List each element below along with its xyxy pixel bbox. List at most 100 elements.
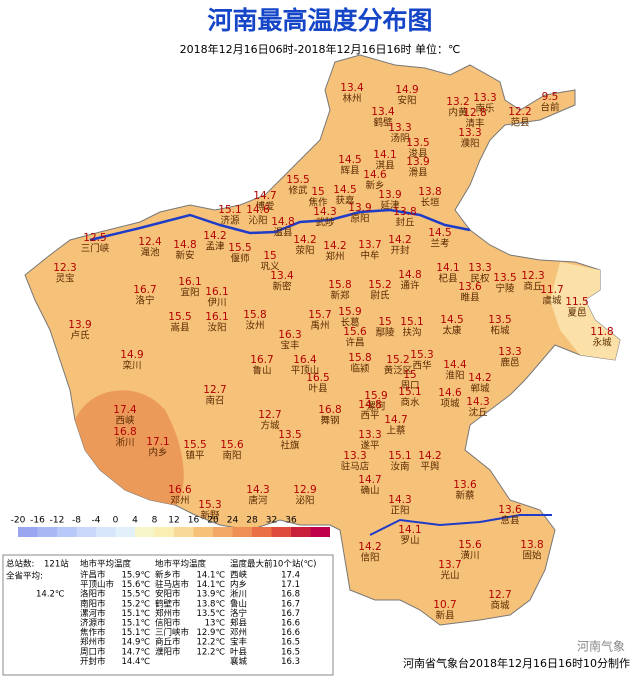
row-value: 15.5℃ [122, 590, 151, 600]
station-value: 15.5 [286, 174, 309, 186]
station-value: 14.8 [173, 239, 196, 251]
legend-swatch [174, 527, 194, 537]
station-name: 项城 [440, 399, 460, 410]
station-value: 13.7 [438, 559, 461, 571]
station-name: 泌阳 [295, 495, 314, 507]
cool-region [550, 262, 620, 360]
station-name: 平顶山 [291, 366, 320, 377]
row-value: 15.6℃ [122, 580, 151, 590]
row-value: 17.4 [281, 571, 300, 581]
station-value: 14.7 [253, 190, 276, 202]
station-name: 获嘉 [335, 195, 354, 207]
station-name: 南阳 [222, 450, 241, 462]
station-name: 南乐 [475, 103, 495, 115]
summary-box [2, 554, 334, 676]
station-name: 驻马店 [341, 461, 370, 473]
legend-tick-label: 0 [113, 516, 119, 526]
station-value: 15.8 [328, 279, 351, 291]
station-value: 14.9 [120, 349, 143, 361]
station-name: 杞县 [438, 273, 457, 285]
station-value: 12.5 [83, 232, 106, 244]
station-value: 16.3 [278, 329, 301, 341]
column-header: 地市平均温度 [155, 559, 207, 570]
station-name: 尉氏 [370, 290, 390, 302]
station-name: 淇县 [375, 161, 394, 172]
station-name: 汝阳 [207, 322, 226, 334]
legend-tick-label: 8 [152, 516, 158, 526]
station-value: 11.5 [565, 296, 588, 308]
row-value: 16.7 [281, 599, 300, 609]
station-name: 遂平 [360, 440, 380, 452]
row-value: 12.9℃ [197, 628, 226, 638]
station-value: 13.5 [406, 137, 429, 149]
station-value: 15.1 [400, 316, 423, 328]
row-name: 安阳市 [155, 589, 181, 600]
station-value: 14.6 [438, 387, 462, 399]
station-value: 13.4 [371, 106, 395, 118]
station-value: 14.6 [363, 169, 387, 181]
station-value: 13.7 [358, 239, 381, 251]
station-value: 13.5 [493, 272, 516, 284]
station-value: 14.3 [466, 396, 489, 408]
legend-swatch [135, 527, 155, 537]
station-name: 新野 [200, 510, 220, 522]
station-name: 沁阳 [248, 216, 267, 227]
row-name: 叶县 [230, 647, 248, 657]
station-value: 9.5 [542, 91, 559, 103]
station-value: 16.8 [318, 404, 341, 416]
row-name: 三门峡市 [155, 627, 190, 638]
station-name: 博爱 [255, 201, 274, 213]
station-name: 林州 [342, 93, 361, 105]
legend-swatch [57, 527, 77, 537]
station-name: 延津 [380, 200, 400, 212]
station-value: 15 [311, 186, 324, 198]
station-value: 12.4 [138, 236, 162, 248]
station-value: 14.1 [398, 524, 421, 536]
legend-tick-label: 4 [132, 516, 138, 526]
station-name: 修武 [288, 185, 308, 197]
station-name: 南召 [205, 395, 224, 407]
station-name: 扶沟 [402, 327, 421, 339]
station-value: 15.5 [168, 311, 191, 323]
row-value: 15.1℃ [122, 609, 151, 619]
subtitle: 2018年12月16日06时-2018年12月16日16时 单位：℃ [180, 42, 461, 56]
legend-swatch [115, 527, 135, 537]
row-name: 内乡 [230, 579, 247, 590]
station-value: 15.6 [343, 326, 367, 338]
station-value: 14.8 [271, 216, 294, 228]
total-label: 总站数: [6, 559, 34, 570]
station-name: 淅川 [115, 437, 134, 449]
station-value: 13.8 [418, 186, 441, 198]
row-value: 12.2℃ [197, 647, 226, 657]
row-value: 15.1℃ [122, 628, 151, 638]
station-value: 14.5 [440, 314, 463, 326]
station-name: 内乡 [148, 447, 167, 459]
station-name: 鄢陵 [375, 328, 395, 339]
station-name: 汝州 [245, 320, 264, 332]
legend-tick-label: 20 [207, 516, 219, 526]
legend-swatch [37, 527, 57, 537]
row-value: 15.9℃ [122, 571, 151, 581]
station-value: 15.8 [243, 309, 266, 321]
station-name: 清丰 [465, 118, 484, 130]
station-value: 14.6 [246, 204, 270, 216]
station-name: 确山 [360, 485, 379, 497]
station-value: 13.5 [278, 429, 301, 441]
station-name: 汤阴 [390, 134, 409, 145]
row-name: 周口市 [80, 646, 106, 657]
row-name: 许昌市 [80, 570, 106, 581]
station-value: 13.3 [343, 450, 366, 462]
station-value: 17.4 [113, 404, 137, 416]
legend-tick-label: -4 [92, 516, 101, 526]
station-name: 渑池 [140, 247, 160, 259]
station-name: 新密 [272, 281, 292, 293]
row-value: 13.5℃ [197, 609, 226, 619]
station-name: 宁陵 [495, 283, 515, 295]
station-name: 内黄 [448, 107, 467, 119]
station-value: 14.4 [443, 359, 467, 371]
station-name: 漯河 [366, 401, 386, 413]
row-value: 13.9℃ [197, 590, 226, 600]
station-name: 平舆 [420, 461, 440, 473]
